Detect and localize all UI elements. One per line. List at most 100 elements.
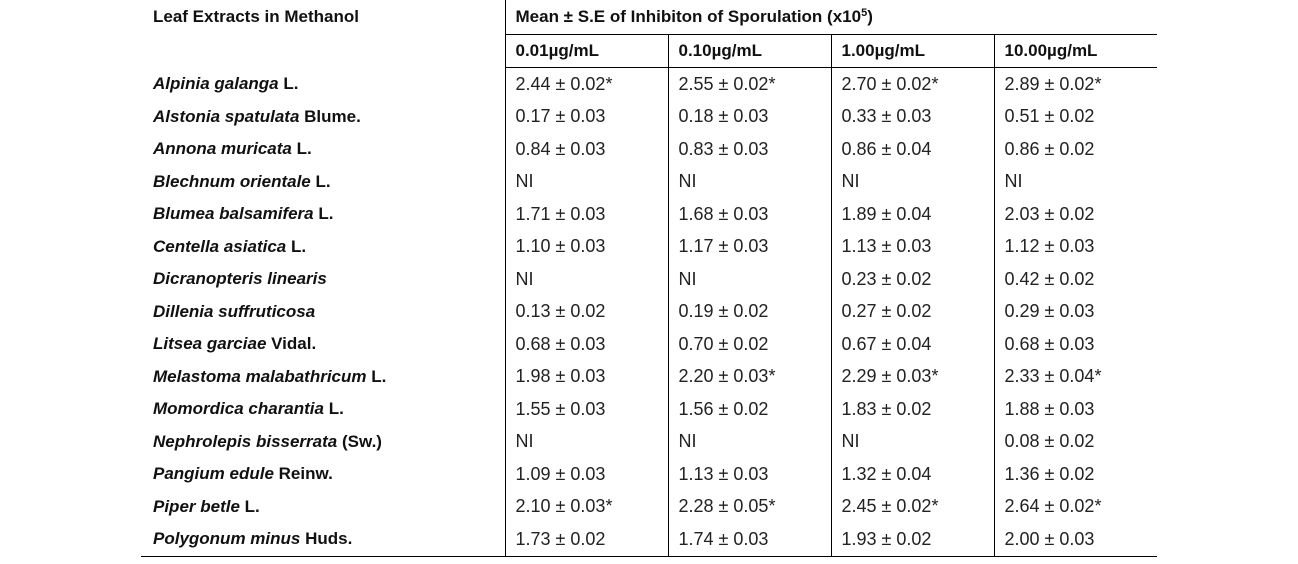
value-cell: 1.89 ± 0.04 bbox=[830, 198, 994, 231]
header-row-group: Leaf Extracts in Methanol Mean ± S.E of … bbox=[141, 0, 1158, 35]
value-cell: 0.18 ± 0.03 bbox=[667, 100, 831, 133]
species-name: Blechnum orientale bbox=[153, 171, 311, 191]
value-cell: 2.55 ± 0.02* bbox=[667, 67, 831, 101]
species-name: Centella asiatica bbox=[153, 236, 287, 256]
value-cell: 1.32 ± 0.04 bbox=[830, 458, 994, 491]
species-authority: Huds. bbox=[300, 529, 353, 549]
value-cell: 0.86 ± 0.02 bbox=[993, 133, 1158, 166]
value-cell: 1.56 ± 0.02 bbox=[667, 393, 831, 426]
species-cell: Alpinia galanga L. bbox=[141, 68, 505, 101]
value-cell: 0.70 ± 0.02 bbox=[667, 328, 831, 361]
species-name: Nephrolepis bisserrata bbox=[153, 431, 338, 451]
table-row: Blumea balsamifera L. 1.71 ± 0.03 1.68 ±… bbox=[141, 198, 1158, 231]
value-cell: 0.86 ± 0.04 bbox=[830, 133, 994, 166]
table-row: Pangium edule Reinw. 1.09 ± 0.03 1.13 ± … bbox=[141, 458, 1158, 491]
species-name: Piper betle bbox=[153, 496, 240, 516]
concentration-header: 0.10µg/mL bbox=[667, 34, 831, 68]
concentration-header: 0.01µg/mL bbox=[504, 34, 668, 68]
group-header: Mean ± S.E of Inhibiton of Sporulation (… bbox=[504, 0, 1158, 35]
species-cell: Centella asiatica L. bbox=[141, 231, 505, 264]
species-name: Polygonum minus bbox=[153, 529, 301, 549]
table-row: Nephrolepis bisserrata (Sw.) NI NI NI 0.… bbox=[141, 425, 1158, 458]
species-authority: L. bbox=[313, 204, 334, 224]
species-cell: Dillenia suffruticosa bbox=[141, 296, 505, 329]
value-cell: 2.28 ± 0.05* bbox=[667, 490, 831, 523]
species-cell: Momordica charantia L. bbox=[141, 393, 505, 426]
species-authority: Blume. bbox=[299, 106, 361, 126]
table-row: Melastoma malabathricum L. 1.98 ± 0.03 2… bbox=[141, 360, 1158, 394]
species-authority: L. bbox=[310, 171, 331, 191]
value-cell: 2.10 ± 0.03* bbox=[504, 490, 668, 523]
value-cell: NI bbox=[993, 165, 1158, 198]
species-cell: Litsea garciae Vidal. bbox=[141, 328, 505, 361]
value-cell: 2.29 ± 0.03* bbox=[830, 360, 994, 393]
species-name: Litsea garciae bbox=[153, 334, 267, 354]
group-header-text: Mean ± S.E of Inhibiton of Sporulation (… bbox=[515, 7, 862, 26]
value-cell: 0.84 ± 0.03 bbox=[504, 133, 668, 166]
value-cell: 1.83 ± 0.02 bbox=[830, 393, 994, 426]
species-name: Dillenia suffruticosa bbox=[153, 301, 316, 321]
value-cell: 2.45 ± 0.02* bbox=[830, 490, 994, 523]
value-cell: 1.88 ± 0.03 bbox=[993, 393, 1158, 426]
row-label-header: Leaf Extracts in Methanol bbox=[153, 7, 359, 26]
value-cell: NI bbox=[830, 165, 994, 198]
table-row: Alpinia galanga L. 2.44 ± 0.02* 2.55 ± 0… bbox=[141, 67, 1158, 101]
table-row: Dicranopteris linearis NI NI 0.23 ± 0.02… bbox=[141, 263, 1158, 296]
table-body: Alpinia galanga L. 2.44 ± 0.02* 2.55 ± 0… bbox=[141, 67, 1158, 557]
table-row: Litsea garciae Vidal. 0.68 ± 0.03 0.70 ±… bbox=[141, 328, 1158, 361]
value-cell: 0.42 ± 0.02 bbox=[993, 263, 1158, 296]
concentration-header: 1.00µg/mL bbox=[830, 34, 994, 68]
species-name: Dicranopteris linearis bbox=[153, 269, 327, 289]
value-cell: 0.29 ± 0.03 bbox=[993, 295, 1158, 328]
species-name: Momordica charantia bbox=[153, 399, 324, 419]
species-cell: Annona muricata L. bbox=[141, 133, 505, 166]
species-cell: Dicranopteris linearis bbox=[141, 263, 505, 296]
value-cell: 0.19 ± 0.02 bbox=[667, 295, 831, 328]
value-cell: 2.20 ± 0.03* bbox=[667, 360, 831, 393]
species-cell: Pangium edule Reinw. bbox=[141, 458, 505, 491]
value-cell: 1.36 ± 0.02 bbox=[993, 458, 1158, 491]
species-name: Alpinia galanga bbox=[153, 74, 279, 93]
value-cell: NI bbox=[667, 165, 831, 198]
group-header-close: ) bbox=[867, 7, 873, 26]
value-cell: NI bbox=[504, 425, 668, 458]
value-cell: 0.68 ± 0.03 bbox=[993, 328, 1158, 361]
value-cell: 1.74 ± 0.03 bbox=[667, 523, 831, 557]
value-cell: 0.23 ± 0.02 bbox=[830, 263, 994, 296]
table-row: Momordica charantia L. 1.55 ± 0.03 1.56 … bbox=[141, 393, 1158, 426]
species-authority: L. bbox=[366, 366, 387, 386]
species-cell: Blumea balsamifera L. bbox=[141, 198, 505, 231]
concentration-header: 10.00µg/mL bbox=[993, 34, 1158, 68]
value-cell: 0.68 ± 0.03 bbox=[504, 328, 668, 361]
value-cell: 2.70 ± 0.02* bbox=[830, 67, 994, 101]
value-cell: 1.55 ± 0.03 bbox=[504, 393, 668, 426]
value-cell: 0.83 ± 0.03 bbox=[667, 133, 831, 166]
header-row-concentrations: 0.01µg/mL 0.10µg/mL 1.00µg/mL 10.00µg/mL bbox=[141, 34, 1158, 68]
value-cell: 0.33 ± 0.03 bbox=[830, 100, 994, 133]
value-cell: 0.17 ± 0.03 bbox=[504, 100, 668, 133]
table-row: Piper betle L. 2.10 ± 0.03* 2.28 ± 0.05*… bbox=[141, 490, 1158, 523]
value-cell: 1.17 ± 0.03 bbox=[667, 230, 831, 263]
value-cell: 1.10 ± 0.03 bbox=[504, 230, 668, 263]
value-cell: 0.27 ± 0.02 bbox=[830, 295, 994, 328]
species-cell: Melastoma malabathricum L. bbox=[141, 361, 505, 394]
value-cell: NI bbox=[830, 425, 994, 458]
value-cell: 2.44 ± 0.02* bbox=[504, 67, 668, 101]
species-authority: L. bbox=[286, 236, 307, 256]
value-cell: 1.13 ± 0.03 bbox=[830, 230, 994, 263]
species-cell: Blechnum orientale L. bbox=[141, 166, 505, 199]
value-cell: 1.71 ± 0.03 bbox=[504, 198, 668, 231]
group-header-exponent: 5 bbox=[861, 7, 868, 19]
value-cell: 2.00 ± 0.03 bbox=[993, 523, 1158, 557]
value-cell: 2.89 ± 0.02* bbox=[993, 67, 1158, 101]
table-row: Blechnum orientale L. NI NI NI NI bbox=[141, 165, 1158, 199]
species-name: Annona muricata bbox=[153, 139, 292, 159]
table-row: Centella asiatica L. 1.10 ± 0.03 1.17 ± … bbox=[141, 230, 1158, 264]
sporulation-inhibition-table: Leaf Extracts in Methanol Mean ± S.E of … bbox=[141, 0, 1158, 557]
species-authority: L. bbox=[239, 496, 260, 516]
value-cell: 0.51 ± 0.02 bbox=[993, 100, 1158, 133]
value-cell: 1.12 ± 0.03 bbox=[993, 230, 1158, 263]
value-cell: NI bbox=[667, 425, 831, 458]
value-cell: NI bbox=[504, 165, 668, 198]
value-cell: 1.73 ± 0.02 bbox=[504, 523, 668, 557]
